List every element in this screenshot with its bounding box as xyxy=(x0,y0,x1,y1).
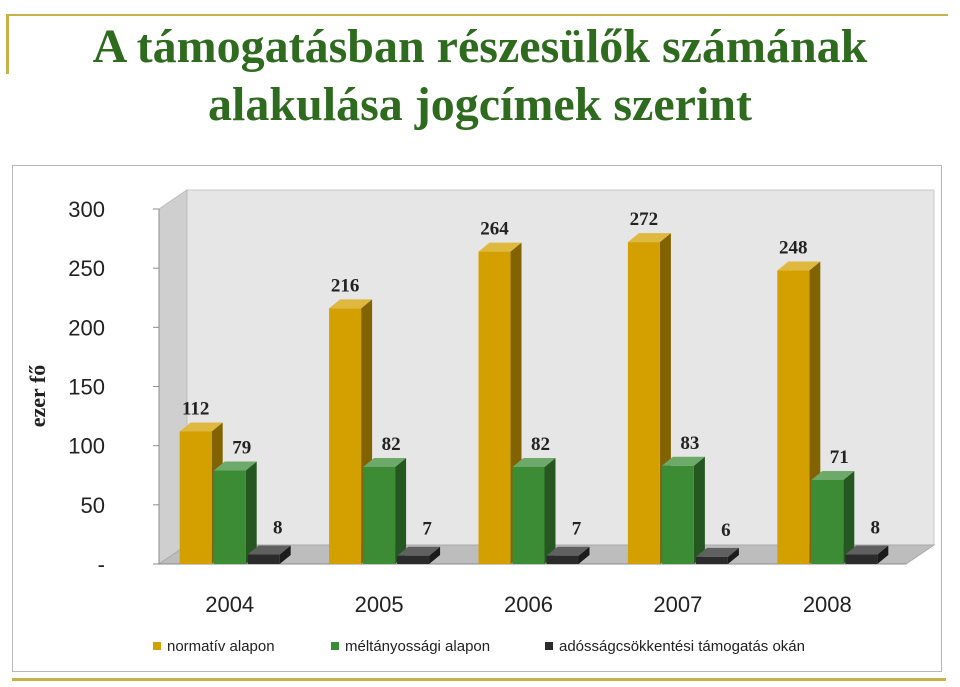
chart-frame: -50 100 150 200 250 300 ezer fő 112 79 8 2004 216 82… xyxy=(12,165,942,672)
data-label-2006-2: 7 xyxy=(572,519,582,540)
y-tick-label: 200 xyxy=(68,315,105,340)
bar-2004-2 xyxy=(247,554,280,564)
data-label-2007-0: 272 xyxy=(630,209,659,230)
x-tick-label-2005: 2005 xyxy=(355,592,404,617)
data-label-2005-1: 82 xyxy=(382,434,401,455)
bar-top-2007-1 xyxy=(661,456,705,466)
bar-top-2007-0 xyxy=(627,233,671,243)
bar-side-2007-2 xyxy=(727,547,739,564)
bar-top-2006-1 xyxy=(512,457,556,467)
bar-top-2008-2 xyxy=(845,545,889,555)
x-tick-label-2004: 2004 xyxy=(205,592,254,617)
data-label-2008-2: 8 xyxy=(871,518,881,539)
bar-side-2004-1 xyxy=(245,461,257,564)
bar-side-2005-2 xyxy=(429,546,441,564)
data-label-2004-0: 112 xyxy=(182,398,209,419)
y-tick-label: 250 xyxy=(68,256,105,281)
data-label-2007-2: 6 xyxy=(721,520,731,541)
bar-2005-1 xyxy=(363,466,396,564)
page-title: A támogatásban részesülők számának alaku… xyxy=(0,18,960,134)
bar-top-2005-0 xyxy=(329,299,373,309)
legend-label-1: méltányossági alapon xyxy=(345,638,490,655)
title-line-2: alakulása jogcímek szerint xyxy=(208,78,752,131)
bar-side-2006-1 xyxy=(544,457,556,564)
bar-2006-1 xyxy=(512,466,545,564)
title-line-1: A támogatásban részesülők számának xyxy=(92,20,868,73)
bar-2006-0 xyxy=(478,251,511,564)
bar-side-2008-1 xyxy=(843,470,855,564)
bar-2008-1 xyxy=(811,479,844,564)
data-label-2006-1: 82 xyxy=(531,434,550,455)
bar-2004-0 xyxy=(179,431,212,564)
data-label-2007-1: 83 xyxy=(680,433,699,454)
data-label-2005-0: 216 xyxy=(331,275,360,296)
bar-2004-1 xyxy=(213,470,246,564)
bar-side-2007-1 xyxy=(693,456,705,564)
y-tick-label: 300 xyxy=(68,197,105,222)
bar-2005-2 xyxy=(397,555,430,564)
bar-top-2006-2 xyxy=(546,546,590,556)
accent-bottom-line xyxy=(12,678,946,681)
bar-top-2004-2 xyxy=(247,545,291,555)
data-label-2008-0: 248 xyxy=(779,238,808,259)
legend-label-2: adósságcsökkentési támogatás okán xyxy=(559,638,805,655)
x-tick-label-2006: 2006 xyxy=(504,592,553,617)
bar-2008-2 xyxy=(845,554,878,564)
y-tick-label: 150 xyxy=(68,375,105,400)
y-axis-title: ezer fő xyxy=(25,365,50,428)
y-tick-label: 50 xyxy=(81,493,105,518)
bar-top-2004-1 xyxy=(213,461,257,471)
bar-side-2005-1 xyxy=(395,457,407,564)
data-label-2005-2: 7 xyxy=(422,519,432,540)
data-label-2008-1: 71 xyxy=(830,447,849,468)
bar-2006-2 xyxy=(546,555,579,564)
bar-top-2005-2 xyxy=(397,546,441,556)
y-tick-label: 100 xyxy=(68,434,105,459)
data-label-2004-1: 79 xyxy=(232,438,251,459)
bar-2007-1 xyxy=(661,465,694,564)
bar-2007-0 xyxy=(627,242,660,564)
bar-top-2008-1 xyxy=(811,470,855,480)
bar-side-2008-2 xyxy=(877,545,889,564)
legend-label-0: normatív alapon xyxy=(167,638,275,655)
x-tick-label-2008: 2008 xyxy=(803,592,852,617)
legend-swatch-2 xyxy=(545,642,553,650)
bar-side-2006-2 xyxy=(578,546,590,564)
bar-top-2004-0 xyxy=(179,422,223,432)
bar-top-2007-2 xyxy=(695,547,739,557)
y-tick-label: - xyxy=(98,552,105,577)
legend-swatch-1 xyxy=(331,642,339,650)
accent-left-line xyxy=(6,14,9,74)
bar-2008-0 xyxy=(777,270,810,564)
bar-2005-0 xyxy=(329,308,362,564)
bar-2007-2 xyxy=(695,556,728,564)
bar-side-2004-2 xyxy=(279,545,291,564)
data-label-2006-0: 264 xyxy=(480,219,509,240)
accent-top-line xyxy=(6,14,948,16)
data-label-2004-2: 8 xyxy=(273,518,283,539)
bar-top-2008-0 xyxy=(777,261,821,271)
x-tick-label-2007: 2007 xyxy=(653,592,702,617)
legend-swatch-0 xyxy=(153,642,161,650)
bar-top-2005-1 xyxy=(363,457,407,467)
bar-top-2006-0 xyxy=(478,242,522,252)
